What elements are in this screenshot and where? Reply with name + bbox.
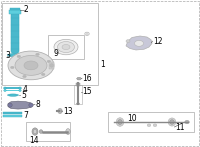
Ellipse shape: [33, 129, 37, 134]
Ellipse shape: [19, 89, 21, 91]
Ellipse shape: [185, 120, 189, 124]
Ellipse shape: [8, 51, 54, 80]
Ellipse shape: [118, 120, 122, 124]
Ellipse shape: [32, 128, 38, 135]
Ellipse shape: [29, 103, 33, 107]
FancyBboxPatch shape: [76, 83, 80, 86]
Ellipse shape: [10, 54, 20, 56]
Ellipse shape: [116, 118, 124, 126]
Ellipse shape: [8, 54, 22, 57]
Polygon shape: [11, 12, 19, 54]
Text: 8: 8: [36, 100, 41, 109]
Text: 10: 10: [127, 114, 137, 123]
Ellipse shape: [47, 60, 51, 63]
Ellipse shape: [15, 56, 47, 75]
Ellipse shape: [76, 103, 80, 105]
Ellipse shape: [4, 87, 6, 89]
Ellipse shape: [66, 129, 70, 135]
Text: 11: 11: [175, 123, 184, 132]
FancyBboxPatch shape: [3, 112, 22, 114]
Ellipse shape: [24, 61, 38, 70]
Polygon shape: [8, 101, 33, 109]
Text: 1: 1: [100, 60, 105, 69]
Ellipse shape: [134, 40, 144, 46]
Ellipse shape: [8, 94, 18, 96]
Ellipse shape: [17, 55, 21, 58]
Ellipse shape: [39, 130, 43, 133]
Ellipse shape: [19, 87, 21, 89]
Ellipse shape: [41, 73, 45, 76]
Polygon shape: [126, 36, 152, 50]
FancyBboxPatch shape: [3, 115, 22, 117]
FancyBboxPatch shape: [9, 10, 21, 14]
Ellipse shape: [170, 120, 174, 124]
Ellipse shape: [153, 124, 157, 127]
Ellipse shape: [126, 40, 130, 43]
Ellipse shape: [58, 108, 62, 114]
Text: 4: 4: [23, 85, 28, 94]
Text: 9: 9: [54, 49, 59, 58]
Ellipse shape: [50, 64, 53, 67]
Ellipse shape: [4, 89, 6, 91]
FancyBboxPatch shape: [5, 90, 20, 91]
Text: 7: 7: [23, 111, 28, 120]
Ellipse shape: [23, 75, 26, 78]
FancyBboxPatch shape: [49, 62, 54, 69]
Ellipse shape: [54, 39, 78, 55]
Text: 13: 13: [63, 107, 73, 116]
Text: 16: 16: [83, 74, 92, 83]
Ellipse shape: [62, 44, 70, 50]
Ellipse shape: [10, 66, 14, 69]
Text: 5: 5: [21, 91, 26, 100]
Ellipse shape: [147, 124, 151, 127]
FancyBboxPatch shape: [5, 87, 20, 89]
Ellipse shape: [8, 103, 12, 107]
Text: 15: 15: [83, 87, 92, 96]
Ellipse shape: [58, 42, 74, 53]
Text: 2: 2: [24, 5, 29, 14]
Ellipse shape: [59, 110, 61, 112]
Ellipse shape: [168, 118, 176, 126]
Polygon shape: [77, 77, 81, 80]
Text: 3: 3: [5, 51, 10, 60]
Ellipse shape: [36, 53, 39, 56]
FancyBboxPatch shape: [10, 8, 20, 10]
Text: 12: 12: [153, 37, 162, 46]
Ellipse shape: [10, 95, 16, 96]
Text: 14: 14: [29, 136, 39, 145]
